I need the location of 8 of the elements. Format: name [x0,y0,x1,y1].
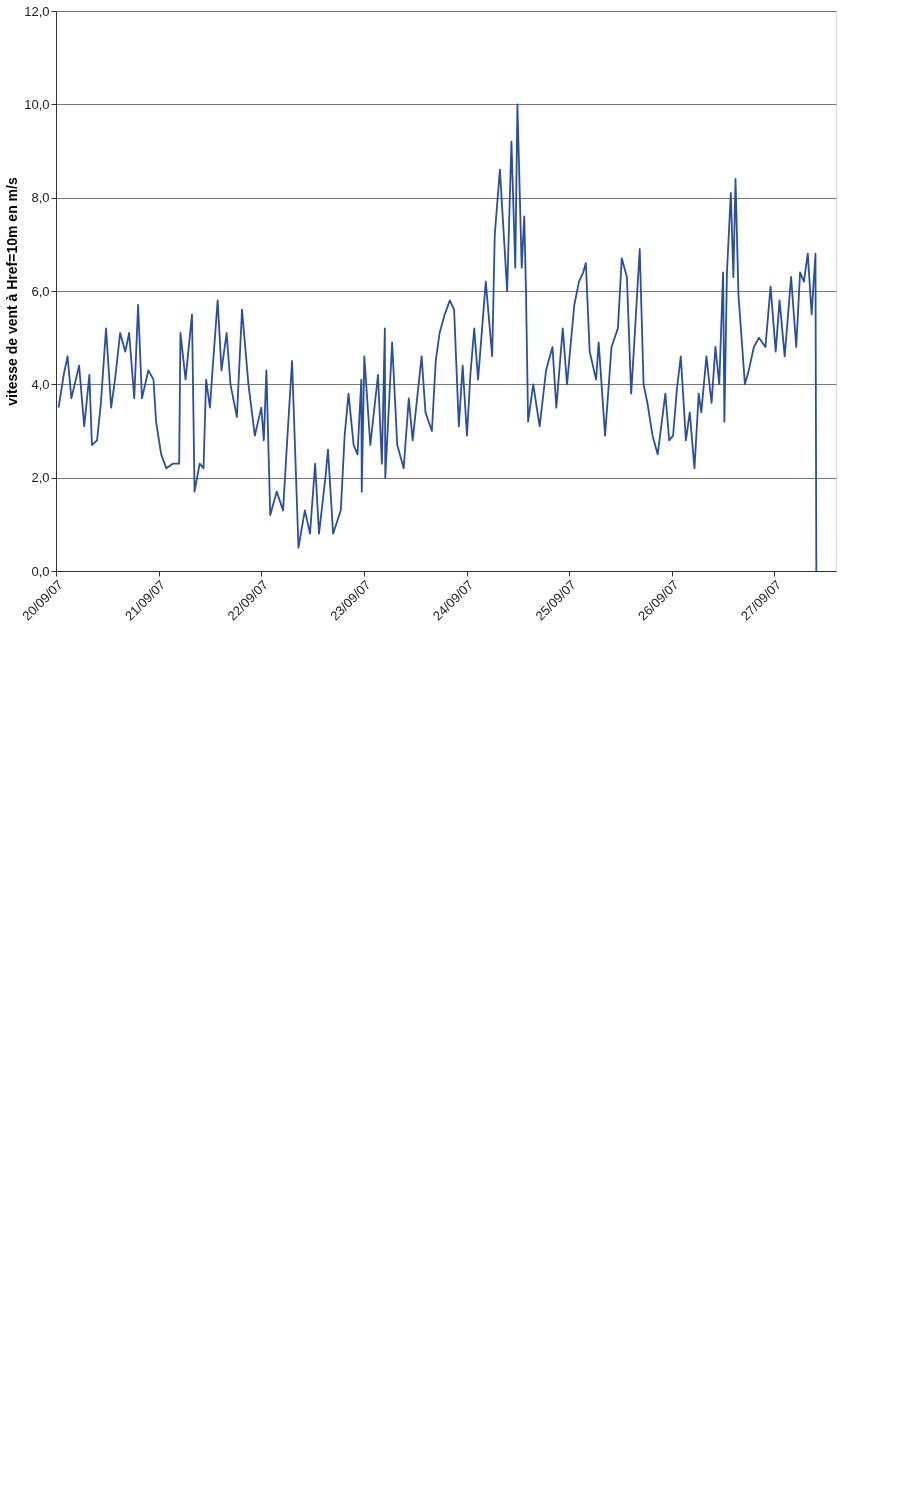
y-axis-title: vitesse de vent à Href=10m en m/s [4,177,21,406]
y-tick-label: 8,0 [31,190,50,206]
y-tick-label: 0,0 [31,563,50,579]
y-tick-label: 2,0 [31,470,50,486]
y-tick-label: 6,0 [31,283,50,299]
y-tick-label: 10,0 [24,96,50,112]
y-tick-label: 4,0 [31,376,50,392]
y-tick-label: 12,0 [24,3,50,19]
